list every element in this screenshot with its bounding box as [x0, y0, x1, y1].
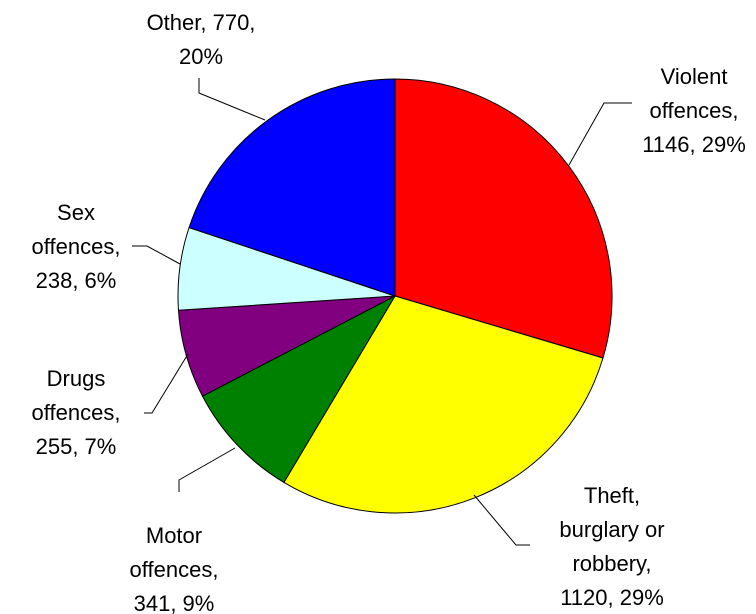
pie-slice-motor-offences: [201, 294, 397, 484]
pie-slice-violent-offences: [394, 78, 613, 359]
leader-line: [568, 102, 632, 166]
data-label-violent-offences: Violent offences, 1146, 29%: [642, 64, 746, 157]
leader-line: [132, 245, 181, 265]
leader-lines: [132, 78, 632, 546]
data-label-drugs-offences: Drugs offences, 255, 7%: [32, 366, 121, 459]
data-label-sex-offences: Sex offences, 238, 6%: [32, 200, 121, 293]
data-label-motor-offences: Motor offences, 341, 9%: [130, 523, 219, 614]
leader-line: [144, 353, 189, 414]
pie-slice-other: [188, 78, 396, 297]
pie-slices: [177, 78, 613, 514]
leader-line: [198, 78, 266, 121]
pie-slice-theft-burglary-or-robbery: [283, 295, 604, 514]
slice-labels: Violent offences, 1146, 29% Theft, burglary …: [32, 10, 746, 614]
data-label-other: Other, 770, 20%: [147, 10, 256, 69]
leader-line: [473, 494, 530, 546]
data-label-theft-burglary-or-robbery: Theft, burglary or robbery, 1120, 29%: [559, 483, 664, 610]
leader-line: [178, 447, 236, 492]
